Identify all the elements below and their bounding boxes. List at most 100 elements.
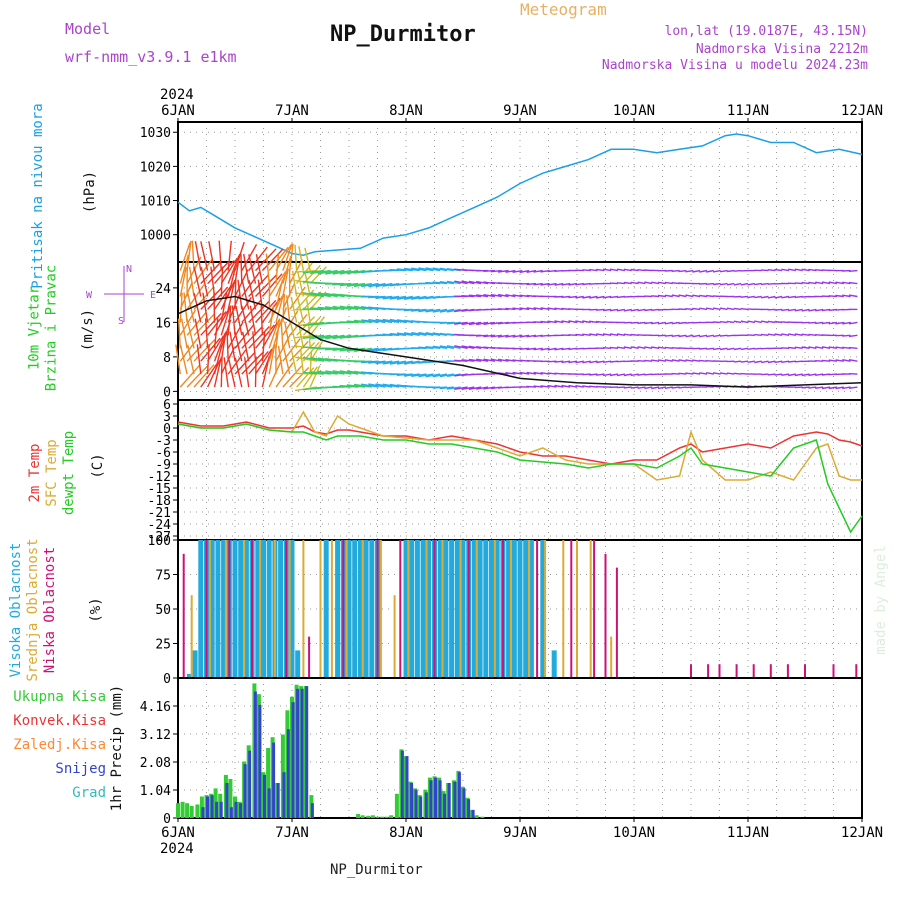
wind-arrow [561, 295, 571, 298]
wind-arrow [828, 346, 838, 349]
wind-arrow [476, 321, 489, 326]
wind-arrow [644, 386, 653, 390]
wind-arrow [747, 320, 755, 324]
wind-arrow [568, 320, 578, 324]
wind-arrow [483, 321, 496, 326]
cloud-bar [604, 553, 607, 678]
wind-arrow [623, 346, 632, 349]
wind-arrow [794, 333, 803, 336]
cloud-bar [459, 540, 462, 678]
precip-bar [434, 777, 437, 818]
wind-arrow [418, 267, 434, 272]
wind-arrow [432, 332, 448, 336]
wind-arrow [461, 295, 475, 298]
wind-arrow [188, 266, 195, 297]
cloud-bar [786, 664, 789, 678]
cloud-bar [259, 540, 262, 678]
wind-arrow [282, 283, 296, 310]
wind-arrow [554, 282, 564, 286]
wind-arrow [616, 346, 625, 349]
wind-arrow [596, 333, 605, 336]
wind-arrow [540, 282, 550, 286]
wind-arrow [754, 320, 762, 324]
wind-arrow [781, 295, 790, 299]
wind-arrow [733, 360, 742, 363]
wind-arrow [616, 373, 626, 377]
wind-arrow [596, 373, 605, 376]
wind-arrow [774, 295, 783, 299]
cloud-bar [308, 636, 311, 678]
wind-arrow [396, 373, 413, 376]
cloud-bar [361, 540, 364, 678]
precip-bar [228, 779, 233, 818]
wind-arrow [554, 320, 564, 324]
wind-arrow [609, 308, 619, 312]
wind-arrow [657, 294, 666, 298]
wind-arrow [425, 332, 441, 336]
cloud-bar [511, 540, 517, 678]
wind-arrow [382, 333, 400, 336]
wind-arrow [835, 359, 844, 362]
wind-arrow [461, 359, 475, 362]
precip-bar [253, 691, 257, 818]
wind-arrow [439, 281, 454, 285]
wind-arrow [252, 331, 257, 362]
wind-arrow [439, 321, 454, 324]
wind-arrow [609, 268, 619, 272]
wind-arrow [210, 266, 216, 297]
time-label-top: 8JAN [389, 103, 423, 119]
cloud-bar [414, 540, 420, 678]
precip-bar [225, 783, 229, 818]
wind-arrow [411, 267, 427, 272]
wind-arrow [623, 386, 632, 389]
precip-bar [243, 764, 247, 818]
wind-arrow [227, 255, 240, 284]
wind-arrow [575, 360, 584, 364]
wind-arrow [651, 295, 660, 298]
wind-arrow [781, 321, 790, 324]
precip-bar [380, 816, 385, 818]
wind-arrow [446, 280, 461, 285]
cloud-ylabel-1: Srednja Oblacnost [25, 538, 41, 681]
wind-arrow [242, 331, 250, 362]
wind-arrow [261, 273, 283, 297]
wind-arrow [396, 360, 413, 365]
wind-arrow [207, 286, 229, 310]
wind-arrow [740, 360, 749, 363]
cloud-bar [437, 540, 443, 678]
wind-arrow [234, 241, 245, 271]
wind-arrow [490, 334, 502, 338]
pressure-ylabel-0: Pritisak na nivou mora [30, 103, 46, 288]
wind-arrow [512, 334, 523, 338]
wind-arrow [265, 253, 270, 284]
wind-arrow [282, 256, 292, 284]
wind-arrow [828, 359, 837, 362]
wind-arrow [194, 240, 202, 271]
wind-arrow [699, 269, 708, 273]
cloud-bar [232, 540, 238, 678]
wind-arrow [808, 373, 817, 377]
wind-arrow [540, 320, 550, 324]
wind-arrow [794, 268, 803, 272]
wind-arrow [699, 372, 708, 375]
cloud-bar [319, 540, 322, 678]
wind-arrow [339, 370, 359, 375]
model-name: wrf-nmm_v3.9.1 e1km [65, 48, 237, 66]
precip-bar [443, 793, 447, 818]
wind-arrow [657, 334, 666, 337]
wind-arrow [302, 292, 325, 298]
cloud-bar [266, 540, 272, 678]
wind-arrow [254, 274, 277, 297]
wind-arrow [821, 346, 831, 349]
wind-arrow [346, 320, 366, 324]
cloud-bar [425, 540, 428, 678]
cloud-bar [509, 540, 512, 678]
cloud-bar [420, 540, 426, 678]
cloud-bar [707, 664, 710, 678]
wind-arrow [781, 347, 790, 349]
wind-arrow [848, 281, 858, 285]
wind-arrow [801, 386, 810, 389]
time-label-top: 11JAN [727, 103, 769, 119]
wind-arrow [213, 260, 235, 285]
wind-arrow [483, 269, 495, 272]
